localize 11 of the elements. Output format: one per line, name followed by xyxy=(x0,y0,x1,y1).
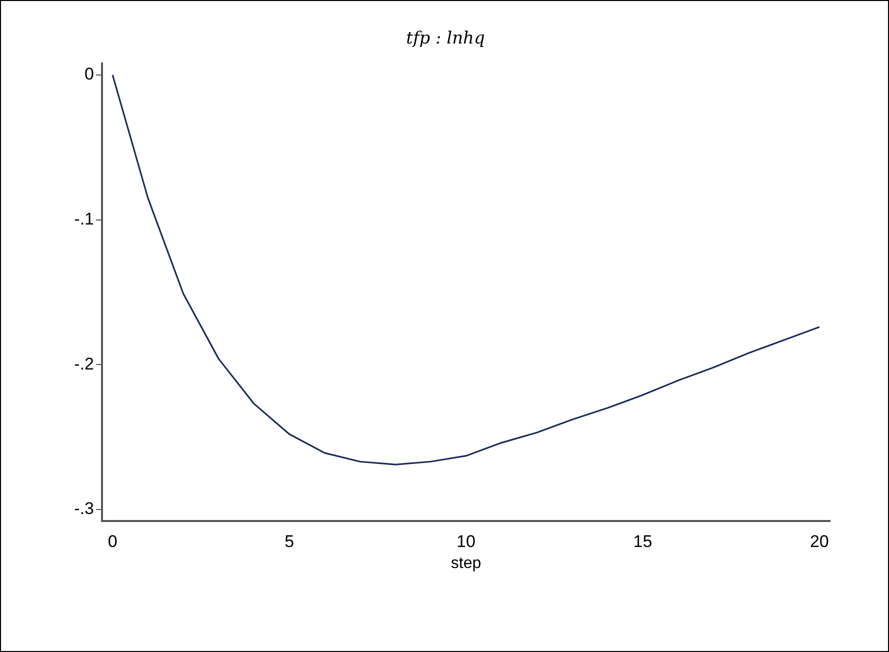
chart-title: tfp : lnhq xyxy=(406,28,485,49)
y-tick-label: -.1 xyxy=(74,209,94,228)
x-tick-label: 5 xyxy=(284,532,294,551)
y-tick-label: -.2 xyxy=(74,354,94,374)
x-axis-title: step xyxy=(450,554,482,572)
y-tick-label: -.3 xyxy=(74,499,94,518)
y-tick-label: 0 xyxy=(84,64,94,84)
x-tick-label: 10 xyxy=(456,532,476,551)
x-tick-label: 20 xyxy=(810,532,829,551)
x-tick-label: 15 xyxy=(633,532,652,551)
x-tick-label: 0 xyxy=(108,532,118,551)
